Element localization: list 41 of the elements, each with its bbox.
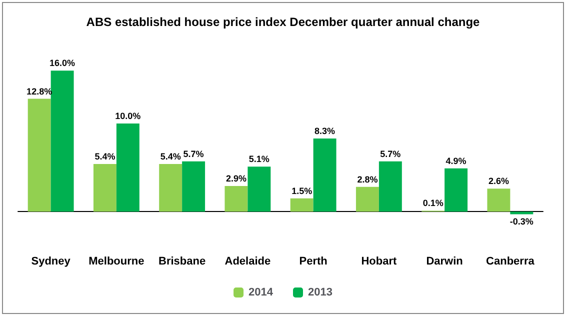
bar <box>290 198 314 212</box>
data-label: -0.3% <box>510 216 534 227</box>
data-label: 5.1% <box>248 154 270 164</box>
x-tick-label: Sydney <box>31 256 72 268</box>
x-tick-label: Brisbane <box>158 256 206 268</box>
bar <box>356 186 379 212</box>
bar <box>313 138 336 212</box>
data-label: 1.5% <box>292 186 312 196</box>
data-label: 2.6% <box>488 176 509 186</box>
x-tick-label: Melbourne <box>88 256 144 268</box>
data-label: 5.7% <box>183 148 204 159</box>
x-tick-label: Darwin <box>426 256 464 268</box>
data-label: 2.8% <box>357 174 378 184</box>
data-label: 4.9% <box>446 156 466 166</box>
legend-label: 2014 <box>248 286 274 298</box>
data-label: 5.7% <box>380 148 401 159</box>
bar <box>93 164 116 212</box>
x-tick-label: Canberra <box>486 256 536 268</box>
bar <box>224 186 248 212</box>
chart-title: ABS established house price index December quarter annual change <box>86 15 480 29</box>
bar <box>50 70 74 212</box>
bar <box>487 188 510 212</box>
data-label: 0.1% <box>422 198 444 208</box>
x-tick-label: Hobart <box>361 256 397 268</box>
data-label: 2.9% <box>226 174 246 184</box>
bar <box>159 164 182 212</box>
data-label: 16.0% <box>50 58 76 68</box>
legend-label: 2013 <box>308 286 332 298</box>
data-label: 10.0% <box>115 110 141 121</box>
bar <box>378 161 402 212</box>
x-tick-label: Perth <box>299 256 328 268</box>
bar <box>248 166 271 212</box>
bar <box>444 168 468 212</box>
data-label: 8.3% <box>314 126 336 136</box>
bar <box>182 161 206 212</box>
bar <box>28 98 51 212</box>
x-tick-label: Adelaide <box>224 256 271 268</box>
bar <box>116 123 140 212</box>
data-label: 5.4% <box>94 152 116 162</box>
bar <box>510 212 534 214</box>
data-label: 5.4% <box>160 152 181 162</box>
